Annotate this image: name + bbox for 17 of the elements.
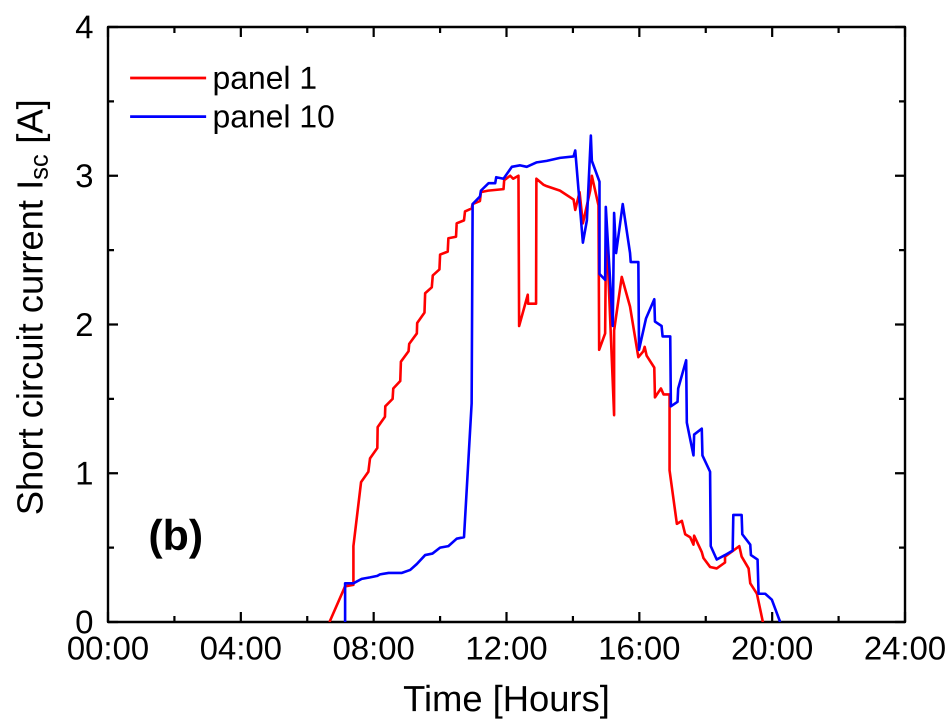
x-tick-label: 12:00 [468,636,546,660]
x-tick-label: 24:00 [866,636,945,660]
x-axis-title: Time [Hours] [404,684,608,719]
x-tick-label: 00:00 [68,636,148,660]
legend-label: panel 1 [214,66,316,96]
x-tick-label: 08:00 [334,636,414,660]
x-tick-label: 04:00 [200,636,281,660]
x-tick-label: 16:00 [600,636,680,660]
legend-label: panel 10 [214,104,334,134]
y-tick-label: 0 [76,610,92,634]
y-tick-label: 3 [76,164,92,188]
y-tick-label: 1 [78,462,92,485]
y-tick-label: 4 [76,16,93,38]
x-tick-label: 20:00 [732,636,812,660]
y-axis-title: Short circuit current I$_{sc}$ [A] [16,102,50,514]
annotation: (b) [150,518,201,559]
y-tick-label: 2 [76,313,92,336]
